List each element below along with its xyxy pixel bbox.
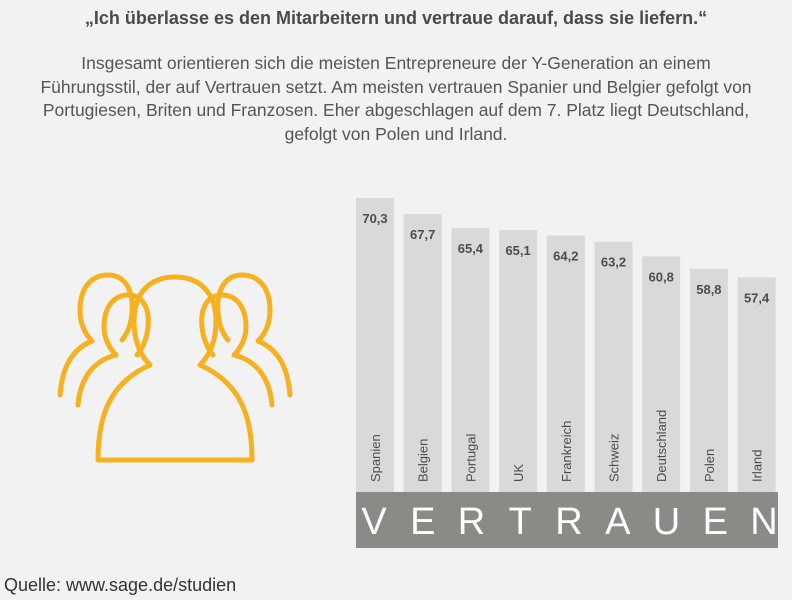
bar-deutschland [642,256,681,492]
intro-text: Insgesamt orientieren sich die meisten E… [40,53,752,144]
category-label: Schweiz [607,434,622,482]
banner-letter: R [458,501,485,543]
person-mid-right-icon [199,292,275,408]
value-label: 70,3 [362,211,387,226]
bar-uk [499,230,538,492]
category-label: Deutschland [654,410,669,482]
people-group-icon [57,272,293,463]
banner-letter: R [555,501,582,543]
category-label: Frankreich [559,421,574,482]
banner-letter: U [653,501,680,543]
bar-chart: 70,3 Spanien 67,7 Belgien 65,4 Portugal 65,1 UK… [356,198,778,548]
bar-irland [737,277,776,492]
category-label: Spanien [368,434,383,482]
category-label: Irland [750,449,765,482]
value-label: 63,2 [601,255,626,270]
value-label: 64,2 [553,249,578,264]
bar-belgien [403,214,442,492]
value-label: 65,4 [458,241,484,256]
bar-portugal [451,228,490,492]
person-back-left-icon [57,272,135,398]
banner-letter: A [605,501,631,543]
category-label: UK [511,464,526,482]
person-back-right-icon [215,272,293,398]
person-front-center-icon [95,274,255,463]
banner-letter: E [410,501,435,543]
category-label: Belgien [416,439,431,482]
value-label: 65,1 [505,243,530,258]
value-label: 58,8 [696,282,721,297]
category-label: Polen [702,449,717,482]
category-label: Portugal [463,433,478,482]
source-text: Quelle: www.sage.de/studien [4,575,237,595]
value-label: 67,7 [410,227,435,242]
bar-polen [689,268,728,492]
headline: „Ich überlasse es den Mitarbeitern und v… [84,8,708,28]
person-mid-left-icon [75,292,151,408]
bar-schweiz [594,241,633,492]
bar-frankreich [546,235,585,492]
bar-spanien [356,198,394,492]
banner-letter: T [509,501,532,543]
value-label: 60,8 [649,269,674,284]
banner-letter: E [703,501,728,543]
banner-letter: V [361,501,387,543]
banner-letter: N [750,501,777,543]
vertrauen-banner [356,492,778,548]
value-label: 57,4 [744,290,770,305]
